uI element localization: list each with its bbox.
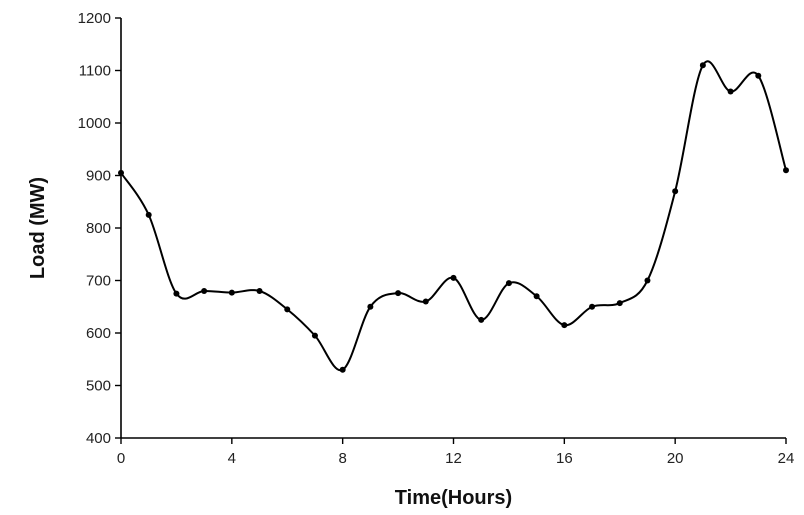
data-point xyxy=(783,167,789,174)
y-tick-label: 800 xyxy=(86,220,111,237)
data-point xyxy=(755,72,762,79)
data-point xyxy=(533,293,540,300)
x-tick-label: 4 xyxy=(228,450,236,467)
data-point xyxy=(644,277,651,284)
data-point xyxy=(201,288,208,294)
data-point xyxy=(422,298,429,305)
data-point xyxy=(505,280,512,287)
axes xyxy=(120,18,786,439)
y-tick-label: 500 xyxy=(86,378,111,395)
x-ticks: 0 4 8 12 16 20 24 xyxy=(117,438,795,467)
x-tick-label: 16 xyxy=(556,450,573,467)
series-layer xyxy=(118,60,789,373)
data-point xyxy=(311,332,318,339)
data-point xyxy=(478,316,485,323)
y-tick-label: 1000 xyxy=(78,115,111,132)
data-point xyxy=(450,274,457,281)
data-point xyxy=(228,289,235,296)
x-tick-label: 12 xyxy=(445,450,462,467)
y-tick-label: 1100 xyxy=(79,63,111,80)
data-point xyxy=(672,188,679,195)
data-point xyxy=(339,366,346,373)
data-point xyxy=(173,290,180,297)
data-point xyxy=(284,306,291,313)
y-tick-label: 700 xyxy=(86,273,111,290)
x-axis-title: Time(Hours) xyxy=(395,487,512,509)
data-point xyxy=(727,88,734,95)
x-tick-label: 0 xyxy=(117,450,125,467)
x-tick-label: 24 xyxy=(778,450,795,467)
x-tick-label: 8 xyxy=(338,450,346,467)
data-point xyxy=(699,62,706,69)
data-point xyxy=(616,300,623,307)
y-axis-title: Load (MW) xyxy=(27,177,49,279)
y-tick-label: 1200 xyxy=(78,10,111,27)
data-point xyxy=(145,211,152,218)
y-tick-label: 400 xyxy=(86,430,111,447)
y-tick-label: 600 xyxy=(86,325,111,342)
y-ticks: 400 500 600 700 800 900 1000 1100 1200 xyxy=(78,10,121,447)
data-point xyxy=(395,290,402,297)
data-point xyxy=(367,303,374,310)
data-point xyxy=(256,288,263,294)
data-point xyxy=(118,169,124,176)
y-tick-label: 900 xyxy=(86,168,111,185)
load-series-line xyxy=(120,60,787,372)
x-tick-label: 20 xyxy=(667,450,684,467)
data-point xyxy=(561,322,568,329)
data-point xyxy=(589,303,596,310)
